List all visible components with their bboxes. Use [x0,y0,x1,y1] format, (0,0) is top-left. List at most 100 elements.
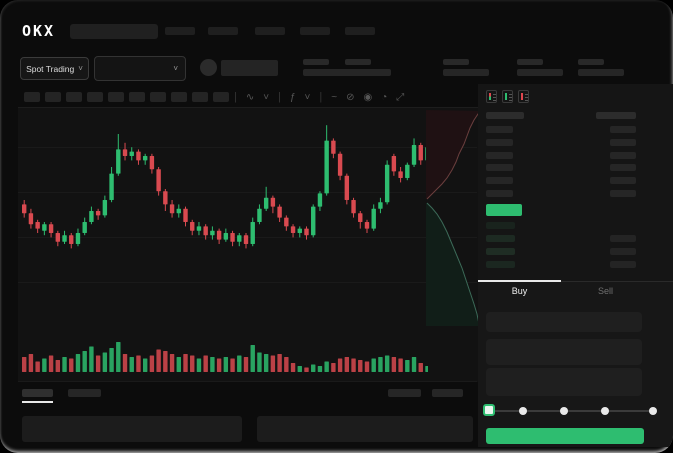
nav-item[interactable] [165,27,195,35]
spot-trading-dropdown[interactable]: Spot Trading ˅ [20,57,89,80]
toolbar-divider: | [234,91,237,103]
fullscreen-icon[interactable]: ⤢ [396,91,405,103]
amount-slider-track[interactable] [490,410,656,412]
toolbar-divider [18,107,478,108]
timeframe-button[interactable] [45,92,61,102]
tab-sell[interactable]: Sell [597,286,613,296]
order-total-field[interactable] [486,368,642,396]
coin-icon [200,59,217,76]
timeframe-button[interactable] [150,92,166,102]
tab-buy[interactable]: Buy [511,286,528,296]
ticker-stat-value [303,69,349,76]
depth-chart[interactable] [426,110,480,326]
bid-amount-placeholder [610,261,636,268]
slider-stop[interactable] [560,407,568,415]
bottom-tab-underline [22,401,53,403]
spot-trading-label: Spot Trading [26,63,75,74]
nav-item[interactable] [300,27,330,35]
bottom-tab[interactable] [68,389,101,397]
chart-tools: | ∿ ˅ | ƒ ˅ | ~ ⊘ ◉ ◔ ⤢ [234,91,404,103]
grid-line [18,147,477,148]
grid-line [18,192,477,193]
ticker-stat-value [443,69,489,76]
bid-price-placeholder [486,248,515,255]
chevron-down-icon[interactable]: ˅ [304,91,311,103]
wave-indicator-icon[interactable]: ∿ [245,91,255,103]
bid-amount-placeholder [610,248,636,255]
okx-logo: OKX [22,22,56,40]
candlestick-chart[interactable] [18,106,428,336]
timeframe-button[interactable] [171,92,187,102]
ask-price-placeholder [486,126,513,133]
submit-buy-button[interactable] [486,428,644,444]
slider-stop[interactable] [601,407,609,415]
ask-amount-placeholder [610,138,636,146]
amount-slider-handle[interactable] [483,404,495,416]
nav-item[interactable] [255,27,285,35]
tabs-divider [478,281,673,282]
icon-line [525,94,528,95]
timeframe-button[interactable] [108,92,124,102]
settings-clock-icon[interactable]: ◔ [381,91,388,103]
pair-selector-dropdown[interactable]: ˅ [94,56,186,81]
ask-price-placeholder [486,177,513,185]
ask-amount-placeholder [610,177,636,185]
chart-bottom-divider [18,381,477,382]
camera-icon[interactable]: ◉ [363,91,373,103]
function-indicator-icon[interactable]: ƒ [289,91,296,103]
ask-price-placeholder [486,190,513,197]
nav-item[interactable] [345,27,375,35]
icon-color-column [505,93,507,100]
drawing-tools-icon[interactable]: ⊘ [346,91,355,103]
icon-line [509,97,512,98]
order-amount-field[interactable] [486,339,642,365]
ticker-stat-label [303,59,329,65]
global-search-input[interactable] [70,24,158,39]
orderbook-view-asks-icon[interactable] [518,90,529,103]
bottom-tab-active[interactable] [22,389,53,397]
slider-stop[interactable] [519,407,527,415]
icon-line [493,100,496,101]
ask-amount-placeholder [610,164,636,172]
chevron-down-icon: ˅ [173,64,178,73]
timeframe-button[interactable] [66,92,82,102]
ask-amount-placeholder [610,151,636,159]
icon-line [509,100,512,101]
bid-price-placeholder [486,261,515,268]
icon-line [493,94,496,95]
timeframe-button[interactable] [192,92,208,102]
icon-line [525,100,528,101]
icon-line [493,97,496,98]
toolbar-divider: | [278,91,281,103]
timeframe-button[interactable] [87,92,103,102]
bottom-action-block[interactable] [388,389,421,397]
bottom-panel [22,416,242,442]
timeframe-button[interactable] [213,92,229,102]
timeframe-button[interactable] [129,92,145,102]
bottom-panel [257,416,473,442]
icon-line [525,97,528,98]
chevron-down-icon: ˅ [78,63,83,73]
icon-color-column [489,93,491,100]
active-tab-indicator [478,280,561,282]
grid-line [18,282,477,283]
last-price-badge [486,204,522,216]
orderbook-view-bids-icon[interactable] [502,90,513,103]
ticker-stat-value [578,69,624,76]
ticker-stat-label [345,59,371,65]
bid-amount-placeholder [610,235,636,242]
trendline-icon[interactable]: ~ [331,91,338,103]
chevron-down-icon[interactable]: ˅ [263,91,270,103]
bottom-action-block[interactable] [432,389,463,397]
order-price-field[interactable] [486,312,642,332]
bid-price-placeholder [486,222,515,229]
timeframe-button[interactable] [24,92,40,102]
volume-chart[interactable] [18,336,428,374]
orderbook-view-both-icon[interactable] [486,90,497,103]
ticker-stat-label [443,59,469,65]
ask-price-placeholder [486,138,513,146]
nav-item[interactable] [208,27,238,35]
slider-stop[interactable] [649,407,657,415]
bid-price-placeholder [486,235,515,242]
